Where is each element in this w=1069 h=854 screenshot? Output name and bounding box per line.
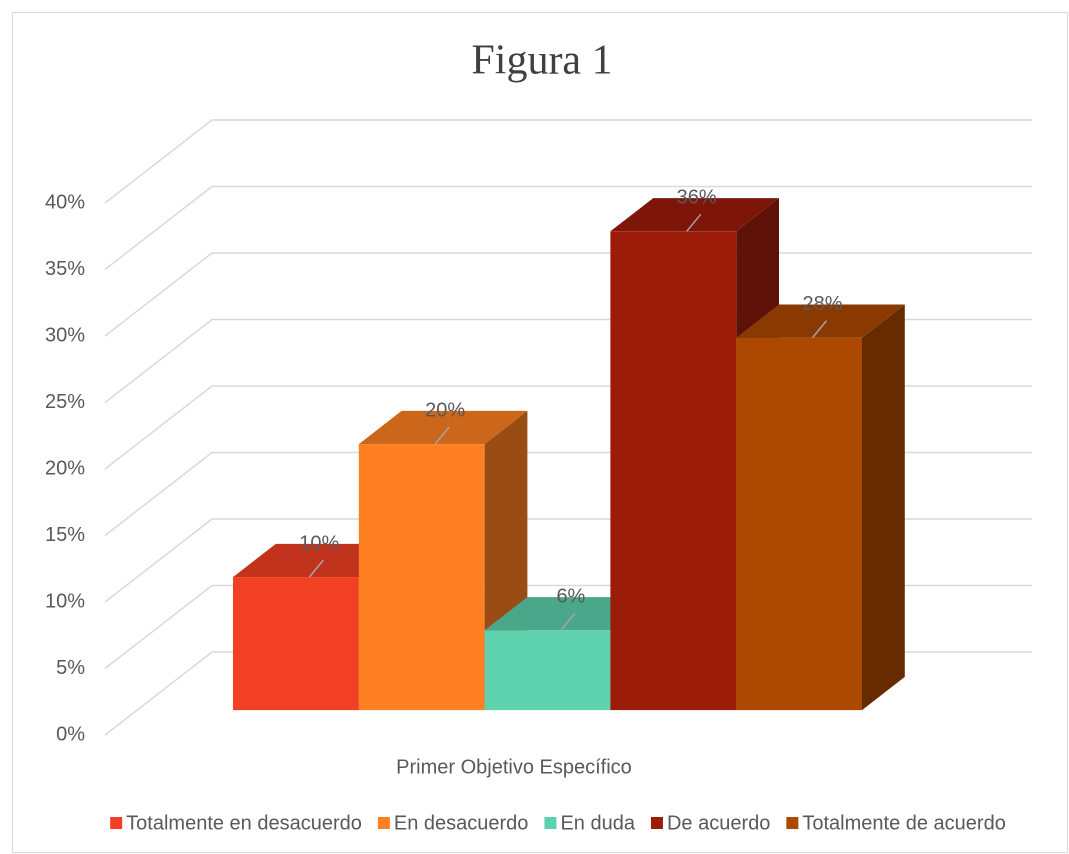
data-label: 6% <box>556 586 585 608</box>
data-label: 20% <box>425 399 465 421</box>
y-tick-label: 40% <box>45 191 85 213</box>
bar-top <box>358 410 528 445</box>
y-tick-label: 25% <box>45 391 85 413</box>
legend-label: Totalmente de acuerdo <box>802 812 1005 834</box>
chart-title: Figura 1 <box>471 38 612 84</box>
legend-label: De acuerdo <box>667 812 770 834</box>
y-tick-label: 30% <box>45 324 85 346</box>
label-leader <box>434 426 450 445</box>
legend-label: En duda <box>560 812 635 834</box>
x-category-label: Primer Objetivo Específico <box>396 756 632 778</box>
data-label: 10% <box>299 532 339 554</box>
chart-border <box>12 12 1068 853</box>
bar-top <box>736 304 905 338</box>
y-tick-label: 5% <box>56 657 85 679</box>
bar-side <box>862 304 905 711</box>
data-label: 36% <box>677 187 717 209</box>
legend-label: Totalmente en desacuerdo <box>126 812 362 834</box>
label-leader <box>686 213 702 232</box>
y-tick-label: 0% <box>56 723 85 745</box>
legend-swatch <box>544 817 557 829</box>
bar <box>610 231 737 711</box>
label-leader <box>811 320 828 339</box>
grid-line <box>104 119 1032 204</box>
label-leader <box>560 612 576 631</box>
bar-top <box>610 198 779 232</box>
grid-line <box>104 185 1032 271</box>
bar <box>736 337 862 711</box>
bar <box>484 630 611 711</box>
bar <box>233 577 359 711</box>
bar <box>358 444 485 711</box>
y-tick-label: 15% <box>45 524 85 546</box>
legend-swatch <box>786 817 799 829</box>
y-tick-label: 20% <box>45 457 85 479</box>
legend-swatch <box>110 817 123 829</box>
legend-swatch <box>650 817 663 829</box>
legend-swatch <box>377 817 390 829</box>
legend-label: En desacuerdo <box>394 812 529 834</box>
y-tick-label: 35% <box>45 258 85 280</box>
data-label: 28% <box>802 293 842 315</box>
y-tick-label: 10% <box>45 590 85 612</box>
label-leader <box>308 559 324 578</box>
